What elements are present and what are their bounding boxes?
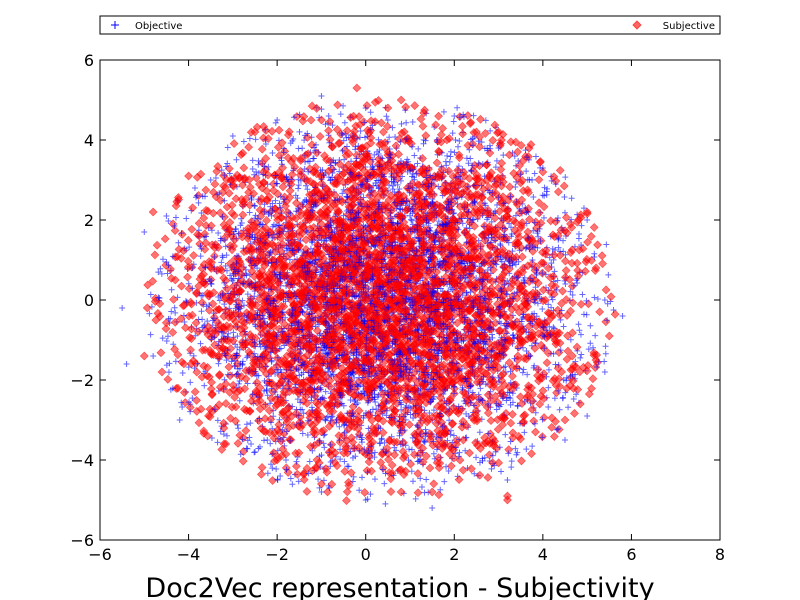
subjective-point: [177, 281, 186, 291]
objective-point: [158, 270, 165, 277]
subjective-point: [219, 273, 229, 283]
objective-point: [560, 376, 567, 383]
objective-point: [192, 332, 199, 339]
objective-point: [502, 431, 509, 438]
objective-point: [456, 449, 463, 456]
objective-point: [591, 294, 598, 301]
subjective-point: [560, 256, 570, 266]
objective-point: [264, 470, 271, 477]
subjective-point: [230, 392, 240, 402]
legend-subjective-label: Subjective: [663, 21, 715, 32]
objective-point: [328, 414, 335, 421]
scatter-points: [119, 83, 626, 511]
objective-point: [406, 446, 413, 453]
subjective-point: [208, 299, 218, 309]
objective-point: [227, 272, 234, 279]
subjective-point: [593, 240, 602, 250]
objective-point: [531, 170, 538, 177]
subjective-point: [534, 198, 544, 208]
subjective-point: [333, 100, 343, 110]
legend-subjective-marker: [632, 20, 642, 30]
subjective-point: [360, 488, 370, 497]
objective-point: [243, 421, 250, 428]
subjective-point: [278, 182, 288, 192]
objective-point: [428, 181, 435, 188]
legend-frame: [99, 15, 721, 35]
objective-point: [159, 256, 166, 263]
subjective-point: [239, 247, 249, 257]
objective-point: [530, 194, 537, 201]
objective-point: [403, 119, 410, 126]
subjective-point: [221, 399, 231, 408]
legend: Objective Subjective: [99, 15, 721, 35]
objective-point: [224, 144, 231, 151]
objective-point: [561, 194, 568, 201]
objective-point: [164, 333, 171, 340]
subjective-point: [201, 185, 211, 195]
objective-point: [168, 308, 175, 315]
objective-point: [147, 331, 154, 338]
objective-point: [163, 337, 170, 344]
objective-point: [337, 446, 344, 453]
objective-point: [247, 420, 254, 427]
legend-objective-marker: [111, 21, 119, 29]
objective-point: [198, 210, 205, 217]
objective-point: [302, 182, 309, 189]
subjective-point: [302, 487, 312, 496]
subjective-point: [280, 146, 290, 156]
subjective-point: [168, 328, 178, 337]
legend-objective-label: Objective: [135, 21, 182, 32]
objective-point: [532, 409, 539, 416]
